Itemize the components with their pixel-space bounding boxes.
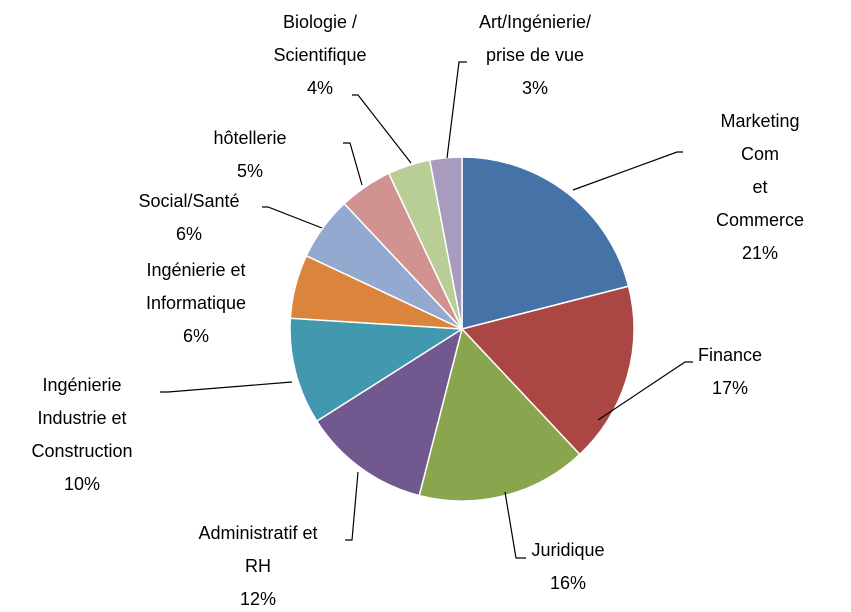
percent-label: 6% (182, 326, 209, 346)
category-name: Administratif et RH (198, 523, 318, 576)
slice-label: Finance 17% (698, 339, 762, 405)
category-name: Social/Santé (138, 191, 240, 211)
pie-slice (428, 156, 463, 330)
percent-label: 17% (711, 378, 749, 398)
pie-slice (418, 327, 581, 502)
slice-label: Ingénierie et Informatique 6% (146, 254, 246, 353)
category-name: Ingénierie Industrie et Construction (31, 375, 133, 461)
leader-line (597, 361, 693, 421)
category-name: Juridique (531, 540, 605, 560)
slice-label: Juridique 16% (531, 534, 604, 600)
leader-line (345, 471, 359, 541)
leader-line (446, 61, 467, 159)
percent-label: 6% (175, 224, 203, 244)
percent-label: 3% (521, 78, 548, 98)
slice-label: Marketing Com et Commerce 21% (715, 105, 806, 270)
slice-label: Art/Ingénierie/ prise de vue 3% (479, 6, 591, 105)
percent-label: 4% (306, 78, 333, 98)
category-name: Art/Ingénierie/ prise de vue (478, 12, 592, 65)
category-name: Ingénierie et Informatique (145, 260, 247, 313)
slice-label: hôtellerie 5% (213, 122, 286, 188)
pie-slice (461, 156, 630, 330)
percent-label: 5% (236, 161, 264, 181)
percent-label: 16% (549, 573, 587, 593)
leader-line (160, 381, 293, 393)
category-name: Biologie / Scientifique (273, 12, 367, 65)
pie-slice (460, 285, 635, 456)
pie-slice (315, 327, 464, 497)
percent-label: 21% (741, 243, 779, 263)
slice-label: Biologie / Scientifique 4% (273, 6, 366, 105)
slice-label: Social/Santé 6% (138, 185, 239, 251)
percent-label: 12% (239, 589, 277, 609)
leader-line (352, 94, 412, 164)
pie-slice (289, 317, 465, 423)
leader-line (262, 206, 323, 229)
slice-label: Administratif et RH 12% (198, 517, 317, 612)
slice-label: Ingénierie Industrie et Construction 10% (31, 369, 132, 501)
leader-line (504, 491, 526, 559)
leader-line (572, 151, 683, 191)
category-name: Marketing Com et Commerce (715, 111, 804, 230)
percent-label: 10% (63, 474, 101, 494)
category-name: Finance (697, 345, 763, 365)
category-name: hôtellerie (213, 128, 287, 148)
leader-line (343, 142, 363, 186)
